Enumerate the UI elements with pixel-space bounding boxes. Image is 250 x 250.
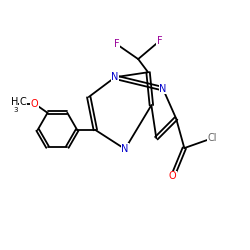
Text: N: N <box>159 84 166 94</box>
Text: 3: 3 <box>14 107 18 113</box>
Text: C: C <box>20 97 26 107</box>
Text: F: F <box>157 36 162 46</box>
Text: O: O <box>30 98 38 108</box>
Text: F: F <box>114 39 119 49</box>
Text: Cl: Cl <box>208 133 217 143</box>
Text: N: N <box>112 72 119 82</box>
Text: O: O <box>169 171 176 181</box>
Text: N: N <box>121 144 129 154</box>
Text: H: H <box>11 97 18 107</box>
